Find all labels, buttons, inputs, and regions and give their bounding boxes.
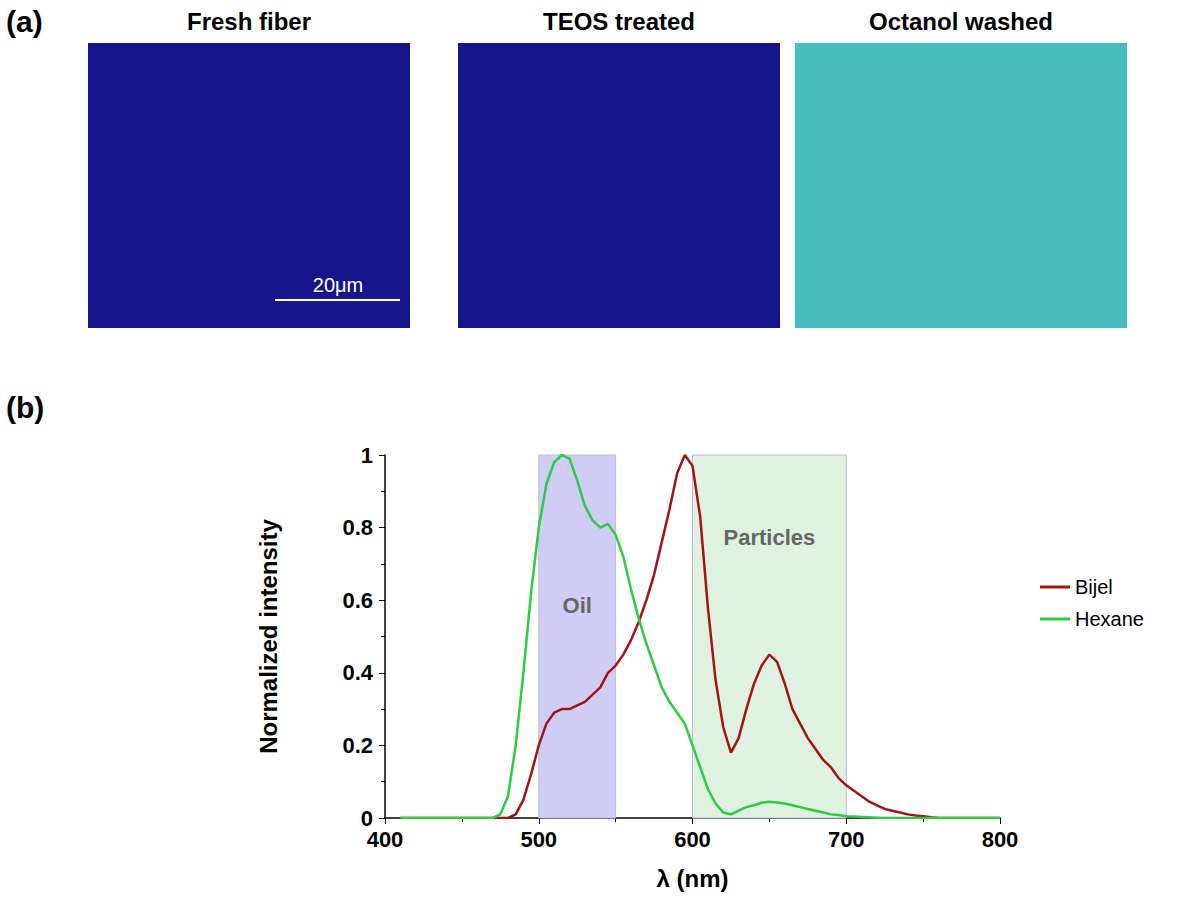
- svg-text:Normalized intensity: Normalized intensity: [255, 518, 282, 753]
- svg-text:Particles: Particles: [724, 525, 816, 550]
- svg-text:0.2: 0.2: [342, 733, 373, 758]
- svg-text:Fresh fiber: Fresh fiber: [187, 8, 311, 35]
- svg-text:(b): (b): [6, 391, 44, 424]
- svg-text:TEOS treated: TEOS treated: [543, 8, 695, 35]
- svg-text:Hexane: Hexane: [1075, 608, 1144, 630]
- svg-text:0.6: 0.6: [342, 588, 373, 613]
- svg-text:700: 700: [828, 827, 865, 852]
- svg-text:0: 0: [360, 805, 373, 831]
- svg-text:1: 1: [361, 443, 373, 468]
- svg-text:0.4: 0.4: [342, 660, 373, 685]
- svg-text:0.8: 0.8: [342, 515, 373, 540]
- svg-text:800: 800: [982, 827, 1019, 852]
- svg-text:600: 600: [674, 827, 711, 852]
- svg-text:Bijel: Bijel: [1075, 576, 1113, 598]
- svg-text:(a): (a): [6, 5, 43, 38]
- svg-text:400: 400: [367, 827, 404, 852]
- svg-text:20μm: 20μm: [313, 274, 363, 296]
- svg-text:Oil: Oil: [563, 593, 592, 618]
- svg-text:500: 500: [520, 827, 557, 852]
- svg-text:λ (nm): λ (nm): [657, 865, 729, 892]
- svg-text:Octanol washed: Octanol washed: [869, 8, 1053, 35]
